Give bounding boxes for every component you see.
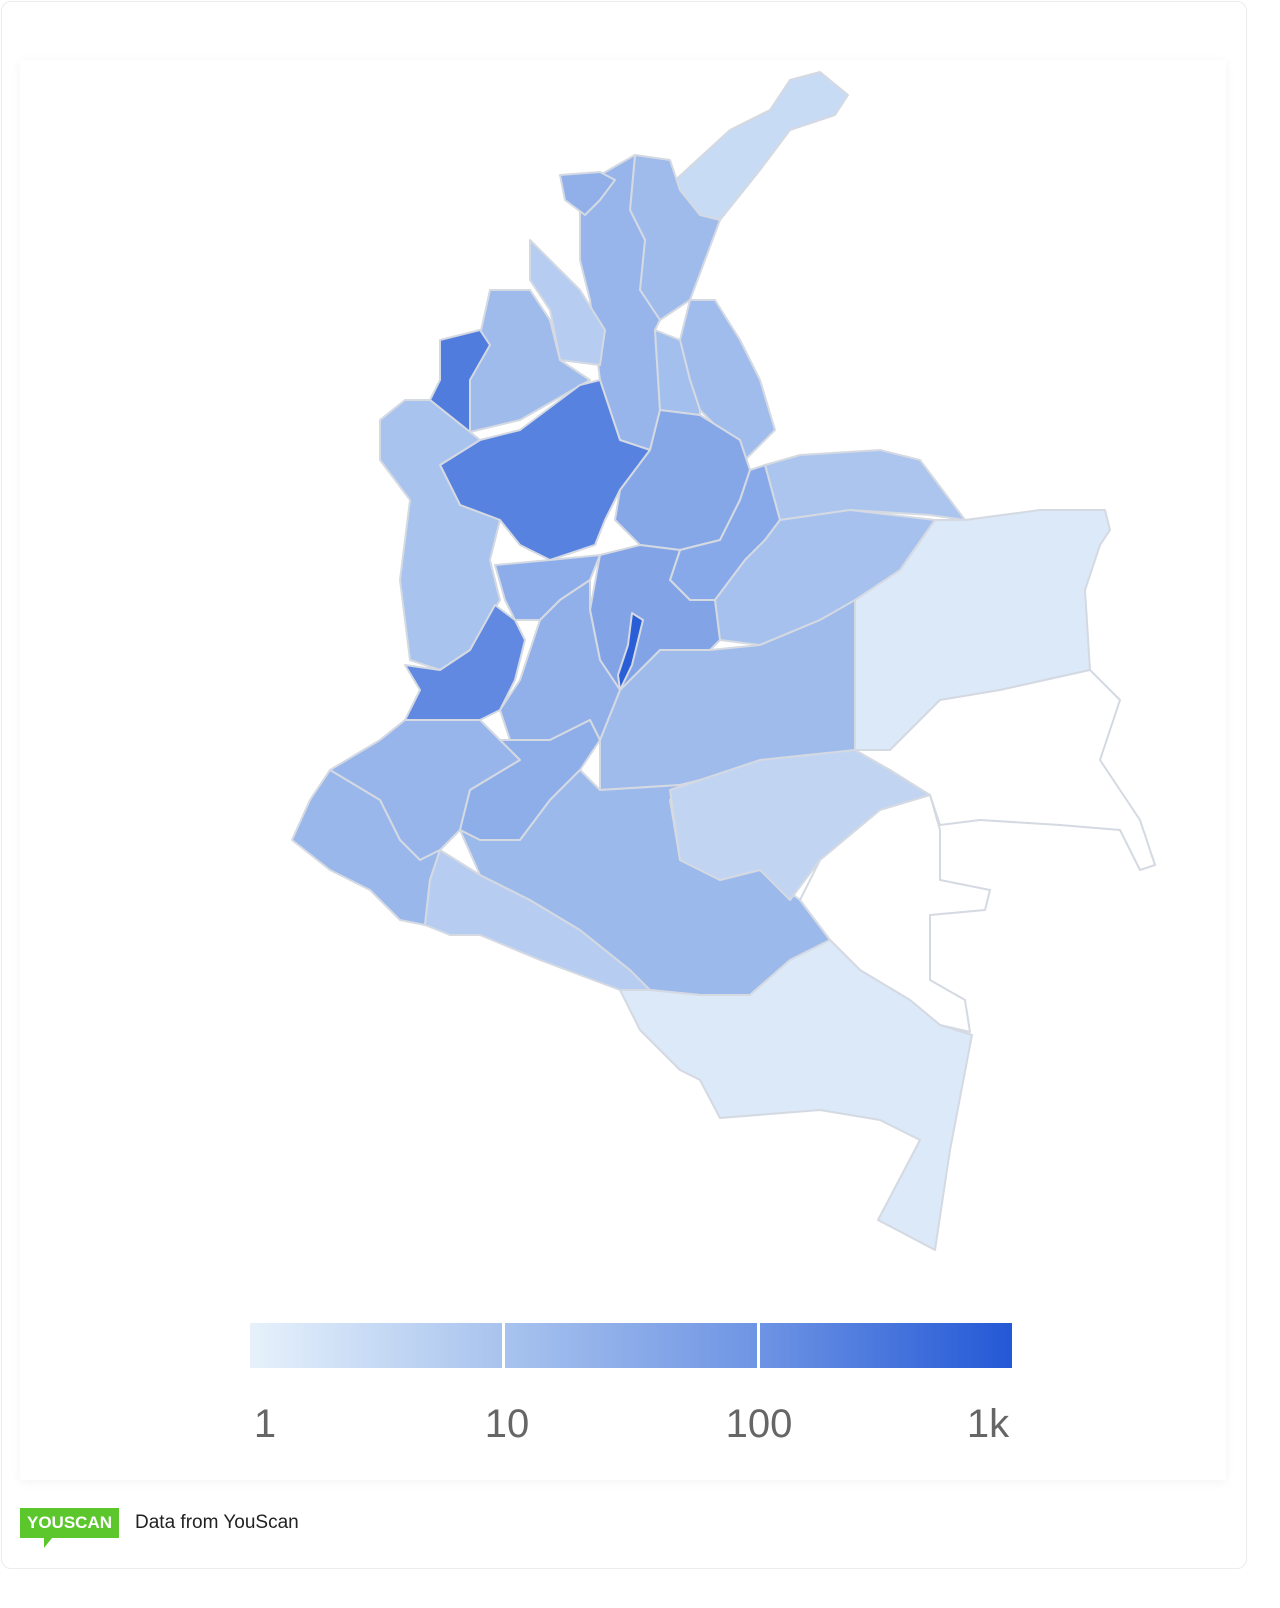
color-scale-legend (250, 1323, 1012, 1368)
legend-segment-1-10 (250, 1323, 502, 1368)
legend-segment-10-100 (502, 1323, 757, 1368)
youscan-logo[interactable]: YOUSCAN (20, 1508, 120, 1548)
region-atlantico[interactable] (559, 171, 616, 216)
legend-segment-100-1k (757, 1323, 1012, 1368)
region-amazonas[interactable] (619, 939, 973, 1251)
region-sucre[interactable] (529, 239, 606, 366)
legend-tick-1: 1 (253, 1402, 277, 1446)
region-choco[interactable] (379, 399, 501, 671)
legend-tick-1k: 1k (966, 1402, 1010, 1446)
legend-tick-10: 10 (484, 1402, 530, 1446)
footer: YOUSCAN Data from YouScan (20, 1508, 299, 1548)
data-source-text: Data from YouScan (135, 1512, 299, 1533)
region-guainia[interactable] (854, 669, 1156, 871)
region-antioquia-uraba[interactable] (429, 329, 491, 433)
legend-tick-100: 100 (725, 1402, 793, 1446)
region-arauca[interactable] (764, 449, 966, 521)
region-bogota[interactable] (617, 612, 644, 691)
colombia-map (291, 71, 1156, 1251)
region-la-guajira[interactable] (669, 71, 849, 221)
